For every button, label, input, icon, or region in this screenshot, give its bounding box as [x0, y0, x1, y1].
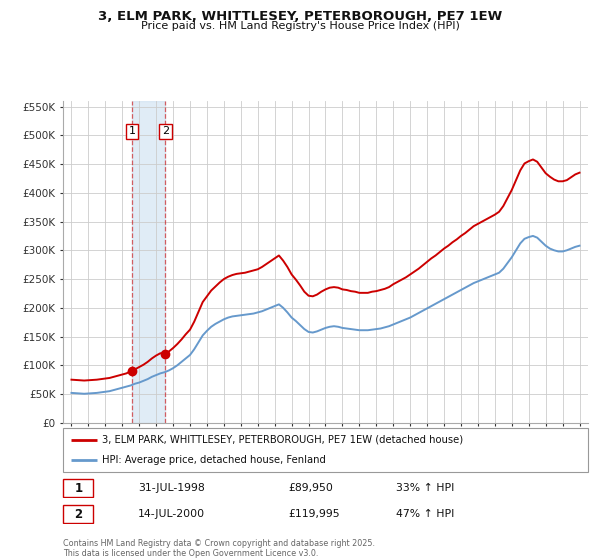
FancyBboxPatch shape [64, 505, 93, 523]
Bar [132, 101, 165, 423]
Text: 1: 1 [74, 482, 82, 495]
Text: Contains HM Land Registry data © Crown copyright and database right 2025.
This d: Contains HM Land Registry data © Crown c… [63, 539, 375, 558]
Text: 2: 2 [162, 127, 169, 137]
Text: 14-JUL-2000: 14-JUL-2000 [138, 509, 205, 519]
Text: 3, ELM PARK, WHITTLESEY, PETERBOROUGH, PE7 1EW: 3, ELM PARK, WHITTLESEY, PETERBOROUGH, P… [98, 10, 502, 23]
Text: £119,995: £119,995 [288, 509, 340, 519]
FancyBboxPatch shape [63, 428, 588, 472]
FancyBboxPatch shape [64, 479, 93, 497]
Text: HPI: Average price, detached house, Fenland: HPI: Average price, detached house, Fenl… [103, 455, 326, 465]
Text: £89,950: £89,950 [288, 483, 333, 493]
Text: Price paid vs. HM Land Registry's House Price Index (HPI): Price paid vs. HM Land Registry's House … [140, 21, 460, 31]
Text: 47% ↑ HPI: 47% ↑ HPI [396, 509, 454, 519]
Text: 1: 1 [128, 127, 136, 137]
Text: 33% ↑ HPI: 33% ↑ HPI [396, 483, 454, 493]
Text: 2: 2 [74, 507, 82, 521]
Text: 31-JUL-1998: 31-JUL-1998 [138, 483, 205, 493]
Text: 3, ELM PARK, WHITTLESEY, PETERBOROUGH, PE7 1EW (detached house): 3, ELM PARK, WHITTLESEY, PETERBOROUGH, P… [103, 435, 464, 445]
